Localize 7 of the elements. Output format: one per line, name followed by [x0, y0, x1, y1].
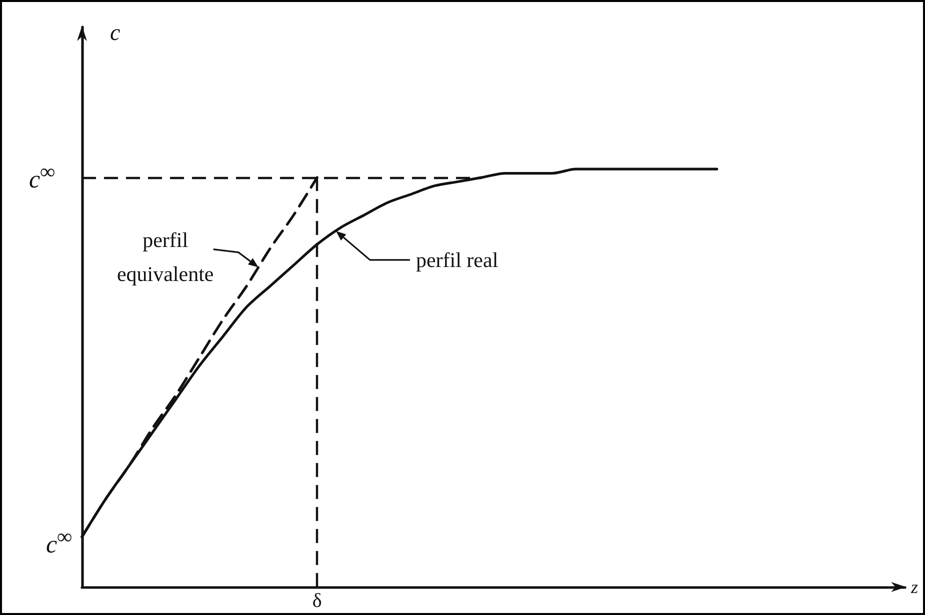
text: c — [110, 20, 120, 45]
text: c$^{∞}$ — [46, 524, 72, 559]
ref-line-label: c$^{∞}$ — [29, 160, 55, 194]
text: δ — [312, 590, 322, 612]
x-axis-title: z — [910, 577, 918, 597]
series-label: perfil equivalente — [116, 227, 215, 288]
legend-label: perfil real — [416, 246, 498, 274]
